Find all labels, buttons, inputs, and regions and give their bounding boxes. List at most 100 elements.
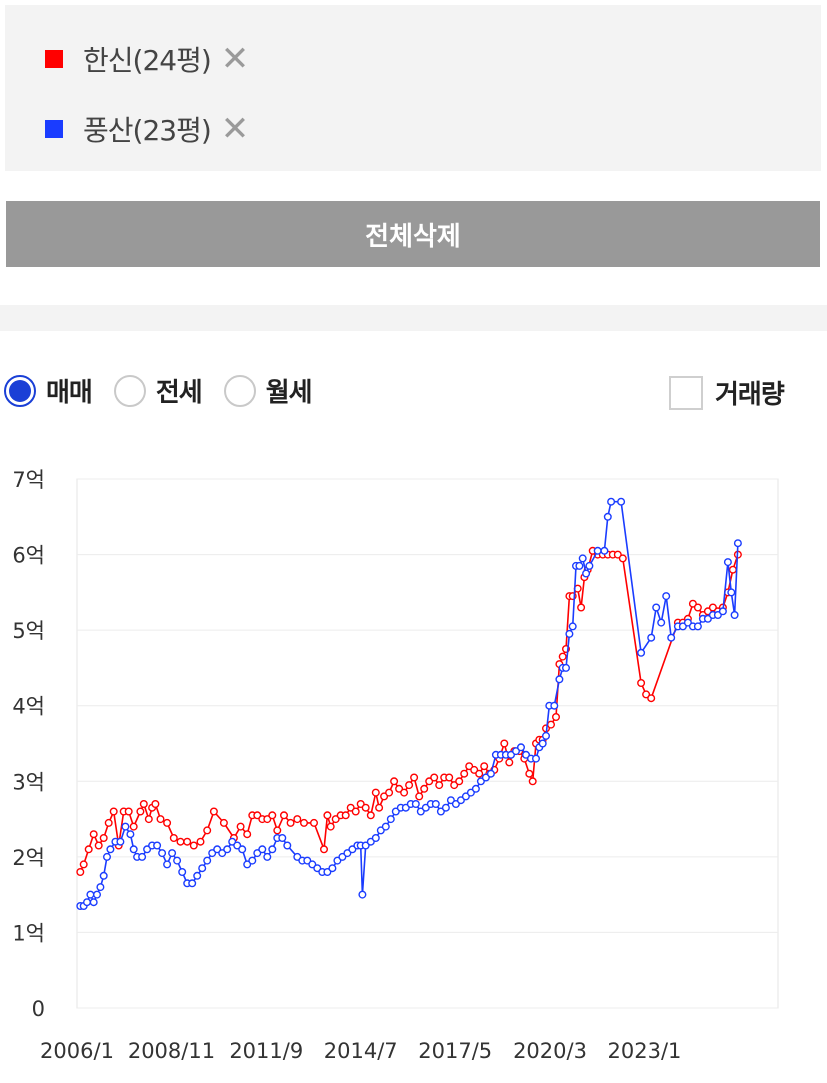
data-point	[151, 800, 160, 809]
data-point	[637, 648, 646, 657]
radio-monthly-rent[interactable]: 월세	[223, 372, 313, 409]
data-point	[124, 807, 133, 816]
series-swatch-red	[45, 50, 63, 68]
data-point	[390, 777, 399, 786]
compare-panel: 한신(24평) ✕ 풍산(23평) ✕	[5, 5, 821, 171]
data-point	[441, 803, 450, 812]
data-point	[578, 554, 587, 563]
data-point	[358, 890, 367, 899]
data-point	[76, 868, 85, 877]
data-point	[381, 822, 390, 831]
data-point	[116, 837, 125, 846]
y-tick-label: 3억	[12, 770, 45, 794]
data-point	[532, 754, 541, 763]
data-point	[169, 834, 178, 843]
data-point	[104, 818, 113, 827]
close-icon[interactable]: ✕	[220, 39, 250, 79]
data-point	[657, 618, 666, 627]
data-point	[528, 777, 537, 786]
y-tick-label: 7억	[12, 468, 45, 492]
radio-unselected-icon[interactable]	[223, 374, 256, 407]
x-tick-label: 2023/1	[608, 1039, 682, 1063]
data-point	[371, 788, 380, 797]
data-point	[542, 731, 551, 740]
data-point	[361, 841, 370, 850]
data-point	[121, 822, 130, 831]
data-point	[106, 845, 115, 854]
data-point	[647, 633, 656, 642]
data-point	[568, 622, 577, 631]
compare-item-label: 풍산(23평)	[83, 114, 212, 147]
data-point	[420, 784, 429, 793]
data-point	[188, 879, 197, 888]
data-point	[273, 826, 282, 835]
y-tick-label: 0	[32, 997, 45, 1021]
data-point	[341, 811, 350, 820]
data-point	[102, 852, 111, 861]
radio-unselected-icon[interactable]	[113, 374, 146, 407]
data-point	[328, 864, 337, 873]
data-point	[300, 818, 309, 827]
radio-jeonse[interactable]: 전세	[113, 372, 203, 409]
data-point	[603, 512, 612, 521]
data-point	[562, 663, 571, 672]
data-point	[223, 845, 232, 854]
y-tick-label: 1억	[12, 921, 45, 945]
data-point	[94, 841, 103, 850]
series-swatch-blue	[45, 120, 63, 138]
y-tick-label: 6억	[12, 544, 45, 568]
data-point	[268, 845, 277, 854]
data-point	[618, 554, 627, 563]
data-point	[323, 811, 332, 820]
radio-sale[interactable]: 매매	[4, 372, 93, 409]
data-point	[176, 837, 185, 846]
data-point	[375, 803, 384, 812]
data-point	[517, 743, 526, 752]
data-point	[637, 678, 646, 687]
data-point	[662, 592, 671, 601]
data-point	[460, 769, 469, 778]
data-point	[547, 720, 556, 729]
data-point	[480, 762, 489, 771]
data-point	[153, 841, 162, 850]
data-point	[278, 834, 287, 843]
compare-item-label: 한신(24평)	[83, 44, 212, 77]
data-point	[552, 713, 561, 722]
data-point	[405, 781, 414, 790]
section-divider	[0, 305, 827, 331]
data-point	[728, 565, 737, 574]
close-icon[interactable]: ✕	[220, 109, 250, 149]
data-point	[693, 603, 702, 612]
data-point	[156, 815, 165, 824]
data-point	[475, 769, 484, 778]
radio-selected-icon[interactable]	[4, 374, 36, 407]
data-point	[158, 849, 167, 858]
y-tick-label: 2억	[12, 846, 45, 870]
data-point	[198, 864, 207, 873]
data-point	[243, 830, 252, 839]
data-point	[173, 856, 182, 865]
x-tick-label: 2006/1	[40, 1039, 114, 1063]
data-point	[193, 871, 202, 880]
data-point	[730, 610, 739, 619]
data-point	[89, 830, 98, 839]
x-tick-label: 2011/9	[229, 1039, 303, 1063]
x-tick-label: 2020/3	[513, 1039, 587, 1063]
data-point	[258, 845, 267, 854]
x-tick-label: 2017/5	[418, 1039, 492, 1063]
data-point	[386, 815, 395, 824]
data-point	[455, 777, 464, 786]
radio-label: 매매	[46, 378, 93, 408]
data-point	[565, 629, 574, 638]
data-point	[248, 856, 257, 865]
data-point	[538, 739, 547, 748]
data-point	[79, 860, 88, 869]
data-point	[733, 539, 742, 548]
data-point	[471, 784, 480, 793]
delete-all-button[interactable]: 전체삭제	[6, 201, 820, 267]
volume-checkbox[interactable]	[669, 375, 703, 410]
data-point	[727, 588, 736, 597]
data-point	[430, 773, 439, 782]
volume-toggle[interactable]: 거래량	[669, 374, 785, 411]
data-point	[607, 497, 616, 506]
